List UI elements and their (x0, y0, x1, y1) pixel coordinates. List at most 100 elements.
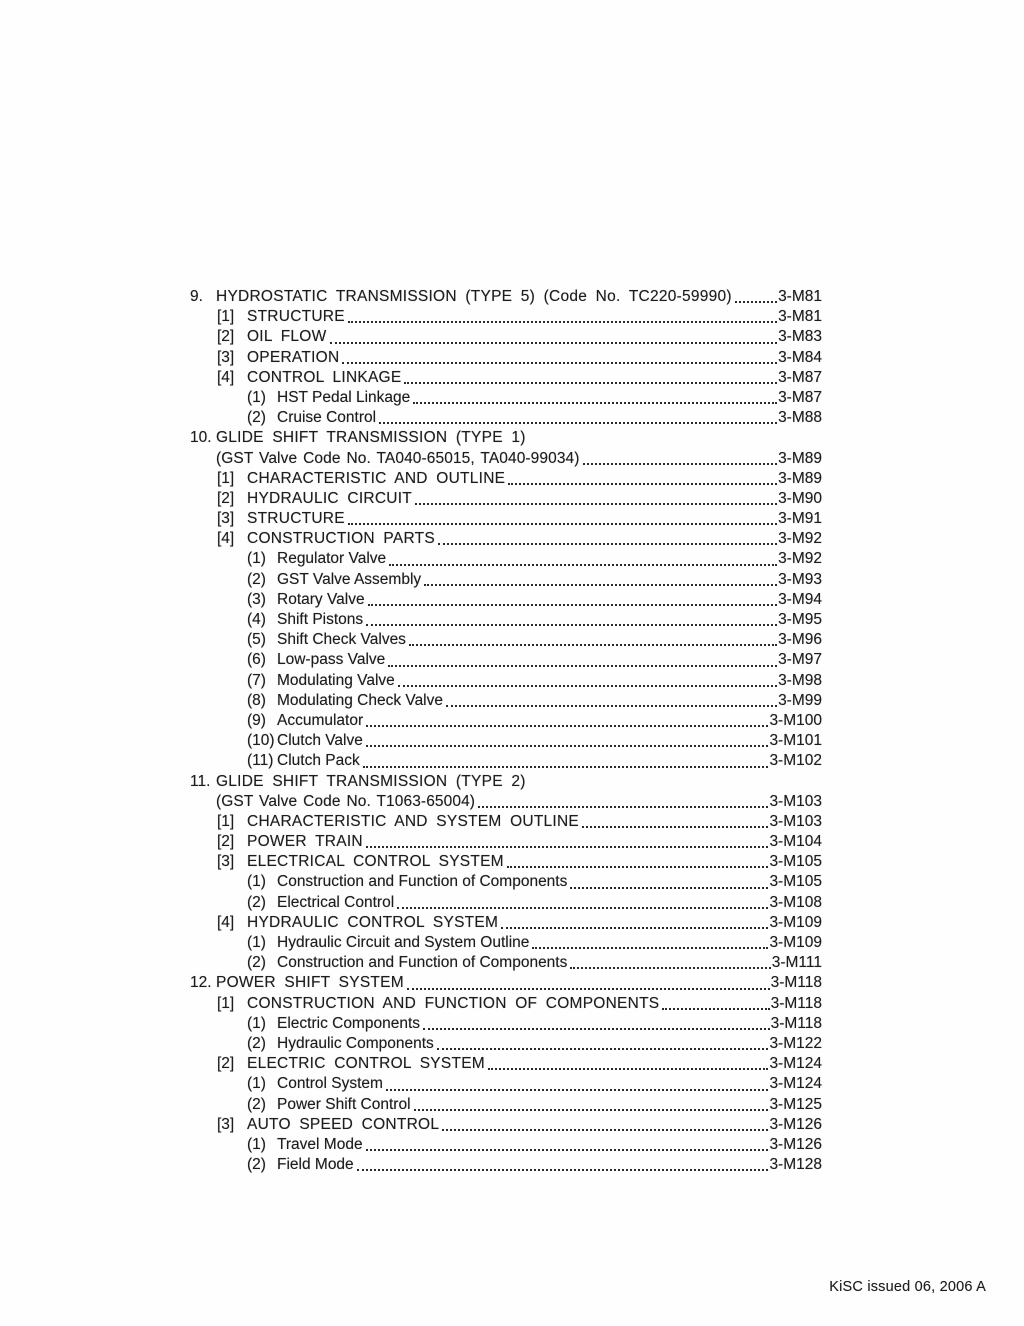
toc-entry-title: Hydraulic Components (277, 1034, 434, 1052)
dot-leader (347, 321, 778, 324)
toc-entry-number: [2] (217, 1055, 235, 1073)
toc-entry: (11) Clutch Pack 3-M102 (190, 751, 822, 771)
toc-entry-number: 9. (190, 288, 203, 305)
toc-entry-number: (9) (247, 711, 266, 729)
toc-entry-page: 3-M126 (769, 1115, 822, 1133)
toc-entry: (1) HST Pedal Linkage 3-M87 (190, 388, 822, 408)
toc-entry-number: [4] (217, 530, 235, 548)
toc-entry: [3] AUTO SPEED CONTROL 3-M126 (190, 1115, 822, 1135)
toc-entry: [4] CONTROL LINKAGE 3-M87 (190, 368, 822, 388)
toc-entry-title: POWER TRAIN (247, 833, 363, 851)
toc-entry-number: (4) (247, 611, 266, 628)
dot-leader (367, 604, 778, 606)
toc-entry-number: [2] (217, 489, 235, 507)
toc-entry: (2) Construction and Function of Componen… (190, 953, 822, 973)
toc-entry: (2) Electrical Control 3-M108 (190, 893, 822, 913)
toc-entry-title: (GST Valve Code No. T1063-65004) (216, 792, 476, 810)
toc-entry-title: Clutch Pack (277, 752, 360, 770)
dot-leader (389, 563, 778, 566)
dot-leader (446, 704, 778, 707)
toc-entry-number: (6) (247, 651, 266, 669)
toc-entry-title: GLIDE SHIFT TRANSMISSION (TYPE 2) (216, 772, 526, 790)
toc-entry-title: Hydraulic Circuit and System Outline (277, 934, 530, 951)
dot-leader (442, 1128, 769, 1131)
dot-leader (388, 664, 778, 667)
toc-entry-title: STRUCTURE (247, 308, 345, 326)
toc-entry-title: AUTO SPEED CONTROL (247, 1115, 440, 1133)
toc-entry-number: [3] (217, 1115, 235, 1133)
toc-entry-number: (1) (247, 934, 266, 951)
toc-entry-number: (7) (247, 671, 266, 689)
toc-entry-page: 3-M97 (778, 651, 822, 669)
toc-entry: (3) Rotary Valve 3-M94 (190, 590, 822, 610)
toc-entry-number: (1) (247, 388, 266, 406)
toc-entry-title: HST Pedal Linkage (277, 388, 411, 406)
toc-entry: (8) Modulating Check Valve 3-M99 (190, 691, 822, 711)
toc-entry-title: HYDROSTATIC TRANSMISSION (TYPE 5) (Code … (216, 288, 732, 305)
dot-leader (570, 886, 769, 889)
dot-leader (582, 826, 769, 829)
toc-entry-title: Modulating Check Valve (277, 691, 443, 709)
toc-entry: (2) Field Mode 3-M128 (190, 1155, 822, 1175)
dot-leader (397, 684, 778, 687)
toc-entry-page: 3-M103 (769, 792, 822, 810)
toc-entry-title: Construction and Function of Components (277, 954, 568, 972)
toc-entry-number: (1) (247, 873, 266, 891)
toc-entry-page: 3-M81 (778, 308, 822, 326)
dot-leader (365, 846, 769, 849)
toc-entry-page: 3-M118 (770, 994, 822, 1012)
toc-entry-title: OPERATION (247, 348, 340, 366)
toc-entry: (1) Control System 3-M124 (190, 1074, 822, 1094)
toc-entry-number: (2) (247, 1034, 266, 1052)
toc-entry-page: 3-M89 (778, 449, 822, 467)
toc-entry-title: Electric Components (277, 1014, 421, 1032)
dot-leader (413, 402, 778, 405)
dot-leader (379, 422, 778, 425)
dot-leader (662, 1007, 770, 1010)
toc-entry-number: [3] (217, 348, 235, 366)
toc-entry-number: [3] (217, 510, 235, 528)
toc-entry: (9) Accumulator 3-M100 (190, 711, 822, 731)
footer-issue-note: KiSC issued 06, 2006 A (829, 1279, 986, 1295)
toc-entry-page: 3-M93 (778, 570, 822, 588)
dot-leader (437, 543, 778, 546)
toc-entry-number: [1] (217, 994, 235, 1012)
toc-entry-number: (2) (247, 893, 266, 911)
dot-leader (365, 1149, 769, 1152)
dot-leader (414, 503, 778, 506)
toc-entry: 10. GLIDE SHIFT TRANSMISSION (TYPE 1) (190, 428, 822, 448)
toc-entry: [2] OIL FLOW 3-M83 (190, 327, 822, 347)
dot-leader (506, 866, 769, 869)
dot-leader (532, 947, 769, 950)
toc-entry-title: CHARACTERISTIC AND OUTLINE (247, 469, 506, 487)
toc-entry-title: HYDRAULIC CONTROL SYSTEM (247, 913, 499, 931)
toc-entry: [2] POWER TRAIN 3-M104 (190, 832, 822, 852)
toc-entry-page: 3-M125 (769, 1095, 822, 1113)
toc-entry-page: 3-M91 (778, 510, 822, 528)
toc-entry-page: 3-M126 (769, 1135, 822, 1153)
toc-entry-number: [4] (217, 368, 235, 386)
toc-entry-page: 3-M105 (769, 873, 822, 891)
toc-entry-page: 3-M128 (769, 1156, 822, 1174)
toc-entry: [4] CONSTRUCTION PARTS 3-M92 (190, 529, 822, 549)
dot-leader (356, 1169, 769, 1172)
toc-entry-page: 3-M122 (769, 1034, 822, 1052)
toc-entry: [2] ELECTRIC CONTROL SYSTEM 3-M124 (190, 1054, 822, 1074)
dot-leader (508, 482, 778, 485)
toc-entry-title: Low-pass Valve (277, 651, 386, 669)
toc-entry-title: Field Mode (277, 1156, 354, 1174)
toc-entry: [1] CHARACTERISTIC AND OUTLINE 3-M89 (190, 469, 822, 489)
toc-entry: (GST Valve Code No. TA040-65015, TA040-9… (190, 449, 822, 469)
toc-entry-number: [4] (217, 913, 235, 931)
toc-entry-page: 3-M124 (769, 1055, 822, 1073)
toc-entry-title: Accumulator (277, 711, 364, 729)
dot-leader (385, 1088, 769, 1091)
toc-entry-title: GST Valve Assembly (277, 570, 422, 588)
dot-leader (582, 462, 778, 465)
toc-entry-page: 3-M84 (778, 348, 822, 366)
dot-leader (423, 1027, 770, 1030)
toc-entry-title: Regulator Valve (277, 550, 387, 568)
dot-leader (413, 1108, 769, 1111)
dot-leader (366, 624, 778, 627)
toc-entry: 12. POWER SHIFT SYSTEM 3-M118 (190, 973, 822, 993)
